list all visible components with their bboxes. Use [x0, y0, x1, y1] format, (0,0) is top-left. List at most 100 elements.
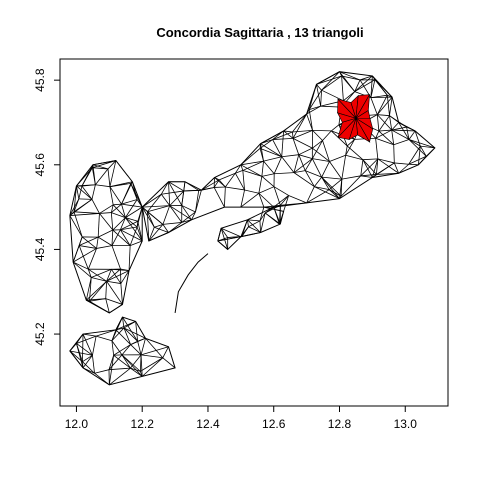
- mesh-edge: [345, 139, 355, 156]
- mesh-edge: [109, 186, 122, 205]
- mesh-edge: [258, 186, 275, 194]
- mesh-edge: [375, 138, 379, 159]
- mesh-edge: [217, 240, 228, 250]
- mesh-edge: [123, 327, 146, 339]
- mesh-edge: [79, 245, 97, 249]
- y-tick-label: 45.6: [33, 153, 47, 177]
- mesh-edge: [293, 158, 313, 173]
- mesh-edge: [261, 173, 275, 177]
- mesh-edge: [162, 346, 169, 358]
- chart-title: Concordia Sagittaria , 13 triangoli: [156, 25, 363, 40]
- mesh-edge: [89, 277, 92, 302]
- mesh-edge: [288, 195, 307, 204]
- mesh-edge: [130, 354, 142, 369]
- mesh-edge: [123, 327, 131, 345]
- mesh-edge: [146, 211, 150, 241]
- mesh-edge: [308, 84, 317, 110]
- mesh-edge: [360, 159, 364, 176]
- mesh-edge: [389, 115, 407, 128]
- mesh-edge: [141, 193, 162, 208]
- mesh-edge: [322, 140, 330, 162]
- mesh-edge: [308, 89, 322, 110]
- mesh-edge: [113, 203, 122, 206]
- mesh-edge: [111, 340, 123, 356]
- mesh-edge: [195, 190, 200, 213]
- mesh-edge: [95, 329, 117, 337]
- mesh-edge: [76, 333, 84, 344]
- mesh-edge: [240, 148, 261, 166]
- mesh-edge: [106, 268, 121, 282]
- mesh-edge: [97, 236, 113, 246]
- mesh-edge: [292, 131, 294, 139]
- mesh-edge: [234, 164, 242, 174]
- mesh-edge: [140, 346, 169, 356]
- mesh-edge: [111, 269, 122, 284]
- mesh-edge: [82, 367, 95, 374]
- mesh-edge: [125, 199, 138, 218]
- mesh-edge: [113, 354, 131, 369]
- mesh-edge: [306, 113, 313, 131]
- mesh-edge: [311, 140, 323, 159]
- mesh-edge: [242, 170, 245, 190]
- mesh-edge: [258, 176, 263, 194]
- mesh-edge: [120, 270, 130, 284]
- mesh-edge: [130, 344, 142, 356]
- mesh-edge: [128, 245, 131, 271]
- mesh-edge: [283, 195, 290, 212]
- mesh-edge: [73, 211, 100, 214]
- mesh-edge: [376, 172, 399, 175]
- mesh-edge: [408, 139, 427, 157]
- mesh-edge: [218, 179, 226, 188]
- mesh-edge: [95, 168, 109, 185]
- mesh-edge: [391, 129, 416, 132]
- mesh-edge: [241, 232, 261, 237]
- mesh-edge: [311, 158, 323, 178]
- mesh-edge: [99, 204, 114, 214]
- mesh-edge: [87, 269, 92, 278]
- mesh-edge: [406, 126, 416, 132]
- mesh-edge: [374, 79, 388, 96]
- mesh-edge: [111, 212, 126, 218]
- mesh-edge: [111, 203, 122, 213]
- mesh-edge: [107, 168, 111, 187]
- mesh-edge: [242, 170, 262, 177]
- mesh-edge: [321, 176, 340, 199]
- mesh-edge: [169, 190, 185, 206]
- mesh-edge: [99, 213, 114, 231]
- mesh-edge: [293, 172, 315, 187]
- mesh-edge: [329, 154, 346, 162]
- mesh-edge: [298, 154, 306, 171]
- mesh-edge: [95, 335, 113, 342]
- mesh-edge: [120, 220, 138, 231]
- mesh-edge: [130, 367, 141, 372]
- mesh-edge: [120, 229, 143, 242]
- mesh-edge: [72, 261, 92, 278]
- mesh-edge: [109, 304, 123, 314]
- mesh-edge: [220, 228, 229, 238]
- mesh-edge: [154, 226, 169, 233]
- mesh-edge: [121, 203, 143, 208]
- mesh-edge: [419, 145, 427, 157]
- mesh-edge: [386, 95, 390, 116]
- mesh-edge: [73, 211, 83, 238]
- mesh-edge: [354, 79, 361, 92]
- mesh-edge: [273, 195, 289, 208]
- mesh-edge: [141, 206, 155, 228]
- mesh-edge: [121, 354, 141, 372]
- mesh-edge: [244, 189, 259, 194]
- mesh-edge: [283, 130, 293, 133]
- mesh-edge: [292, 138, 300, 155]
- mesh-edge: [112, 204, 126, 218]
- x-tick-label: 12.2: [131, 417, 155, 431]
- mesh-edge: [321, 75, 342, 91]
- mesh-edge: [91, 184, 96, 200]
- mesh-edge: [420, 145, 435, 149]
- mesh-edge: [312, 140, 323, 149]
- mesh-edge: [111, 327, 125, 342]
- mesh-edge: [321, 176, 342, 180]
- mesh-edge: [248, 220, 261, 228]
- mesh-edge: [130, 367, 143, 377]
- mesh-edge: [91, 277, 107, 282]
- mesh-edge: [375, 130, 380, 139]
- mesh-edge: [81, 185, 93, 200]
